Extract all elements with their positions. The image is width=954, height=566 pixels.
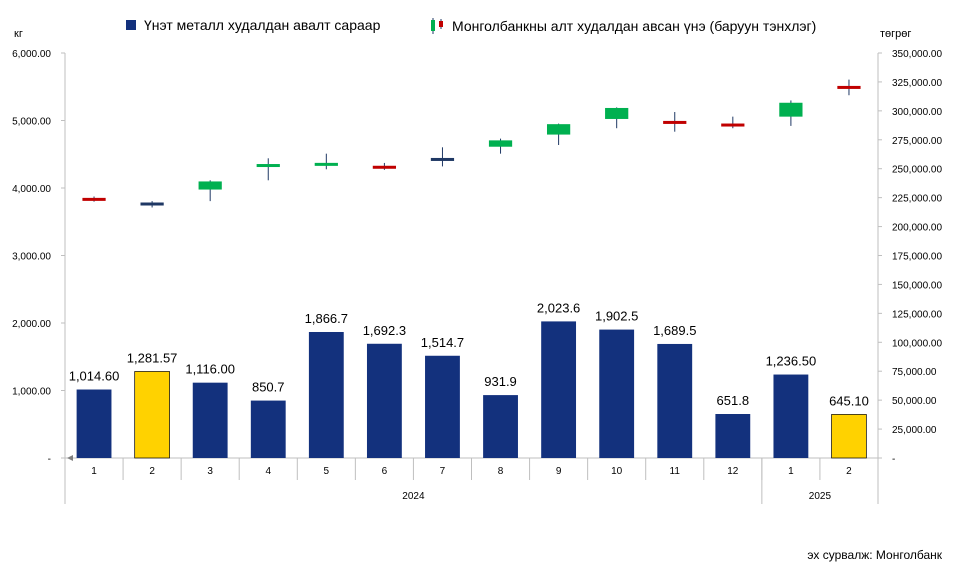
bar	[250, 400, 286, 458]
bar	[192, 382, 228, 458]
candle-body	[372, 165, 397, 169]
legend-item-purchases: Үнэт металл худалдан авалт сараар	[126, 17, 380, 33]
candle-body	[488, 140, 513, 147]
bar	[483, 395, 518, 458]
bar-value-label: 645.10	[829, 393, 869, 408]
candle-body	[721, 123, 745, 127]
candle-body	[837, 85, 861, 89]
y2-tick-label: 300,000.00	[892, 107, 942, 118]
x-tick-label: 2	[149, 466, 155, 477]
y2-tick-label: 100,000.00	[892, 338, 942, 349]
x-tick-label: 9	[556, 466, 562, 477]
x-tick-label: 1	[788, 466, 794, 477]
x-tick-label: 4	[265, 466, 271, 477]
bar	[76, 389, 112, 458]
group-label: 2025	[809, 491, 832, 502]
x-tick-label: 8	[498, 466, 504, 477]
bar	[134, 371, 170, 459]
candle-body	[256, 164, 280, 168]
y2-tick-label: 175,000.00	[892, 252, 942, 263]
y2-tick-label: 50,000.00	[892, 396, 937, 407]
y2-tick-label: 350,000.00	[892, 49, 942, 60]
right-axis-unit: төгрөг	[880, 28, 912, 40]
candle-body	[546, 124, 571, 135]
bar	[831, 414, 867, 459]
y-tick-label: 3,000.00	[12, 252, 51, 263]
bar-value-label: 1,514.7	[421, 335, 464, 350]
x-tick-label: 1	[91, 466, 97, 477]
bar-value-label: 1,902.5	[595, 309, 638, 324]
legend-label-price: Монголбанкны алт худалдан авсан үнэ (бар…	[452, 18, 817, 34]
bar-value-label: 850.7	[252, 380, 285, 395]
x-tick-label: 3	[207, 466, 213, 477]
bar-value-label: 1,281.57	[127, 350, 178, 365]
y-tick-label: 1,000.00	[12, 387, 51, 398]
bar-value-label: 1,866.7	[305, 311, 348, 326]
left-axis-unit: кг	[14, 28, 23, 40]
source-note: эх сурвалж: Монголбанк	[807, 548, 942, 562]
bar	[366, 343, 402, 458]
candlestick-icon	[431, 18, 443, 34]
y-tick-label: 2,000.00	[12, 319, 51, 330]
y-tick-label: 4,000.00	[12, 184, 51, 195]
y2-tick-label: 200,000.00	[892, 223, 942, 234]
bar-value-label: 2,023.6	[537, 300, 580, 315]
y2-tick-label: 225,000.00	[892, 194, 942, 205]
x-tick-label: 12	[727, 466, 739, 477]
bar-value-label: 1,014.60	[69, 369, 120, 384]
candle-body	[198, 181, 222, 190]
bar	[425, 355, 460, 458]
legend-swatch-bar	[126, 20, 136, 30]
bar-value-label: 1,236.50	[766, 354, 817, 369]
y-tick-label: -	[48, 454, 51, 465]
bar	[541, 321, 577, 458]
y-tick-label: 5,000.00	[12, 117, 51, 128]
y2-tick-label: 150,000.00	[892, 280, 942, 291]
group-label: 2024	[402, 491, 425, 502]
candle-body	[314, 162, 338, 166]
bar-value-label: 1,689.5	[653, 323, 696, 338]
bar	[773, 374, 809, 458]
bar-value-label: 1,116.00	[185, 362, 235, 377]
y2-tick-label: 250,000.00	[892, 165, 942, 176]
candle-body	[605, 107, 629, 119]
y2-tick-label: 325,000.00	[892, 78, 942, 89]
bar	[599, 329, 635, 458]
x-tick-label: 5	[324, 466, 330, 477]
x-tick-label: 2	[846, 466, 852, 477]
bar	[657, 343, 693, 458]
candle-body	[779, 102, 803, 117]
bar-value-label: 1,692.3	[363, 323, 406, 338]
y2-tick-label: 25,000.00	[892, 425, 937, 436]
bar	[715, 414, 751, 458]
x-axis-arrow	[67, 455, 73, 461]
y2-tick-label: -	[892, 454, 895, 465]
candle-body	[430, 157, 455, 161]
legend-label-purchases: Үнэт металл худалдан авалт сараар	[144, 17, 381, 33]
candle-body	[82, 197, 106, 201]
legend-item-price: Монголбанкны алт худалдан авсан үнэ (бар…	[430, 17, 816, 35]
bar-value-label: 651.8	[717, 393, 750, 408]
candle-body	[140, 202, 164, 206]
y2-tick-label: 75,000.00	[892, 367, 937, 378]
x-tick-label: 11	[670, 466, 681, 477]
bar	[308, 331, 344, 458]
y2-tick-label: 125,000.00	[892, 309, 942, 320]
x-tick-label: 10	[611, 466, 623, 477]
y-tick-label: 6,000.00	[12, 49, 51, 60]
x-tick-label: 6	[382, 466, 388, 477]
x-tick-label: 7	[440, 466, 446, 477]
candle-body	[663, 120, 687, 124]
bar-value-label: 931.9	[484, 374, 517, 389]
y2-tick-label: 275,000.00	[892, 136, 942, 147]
